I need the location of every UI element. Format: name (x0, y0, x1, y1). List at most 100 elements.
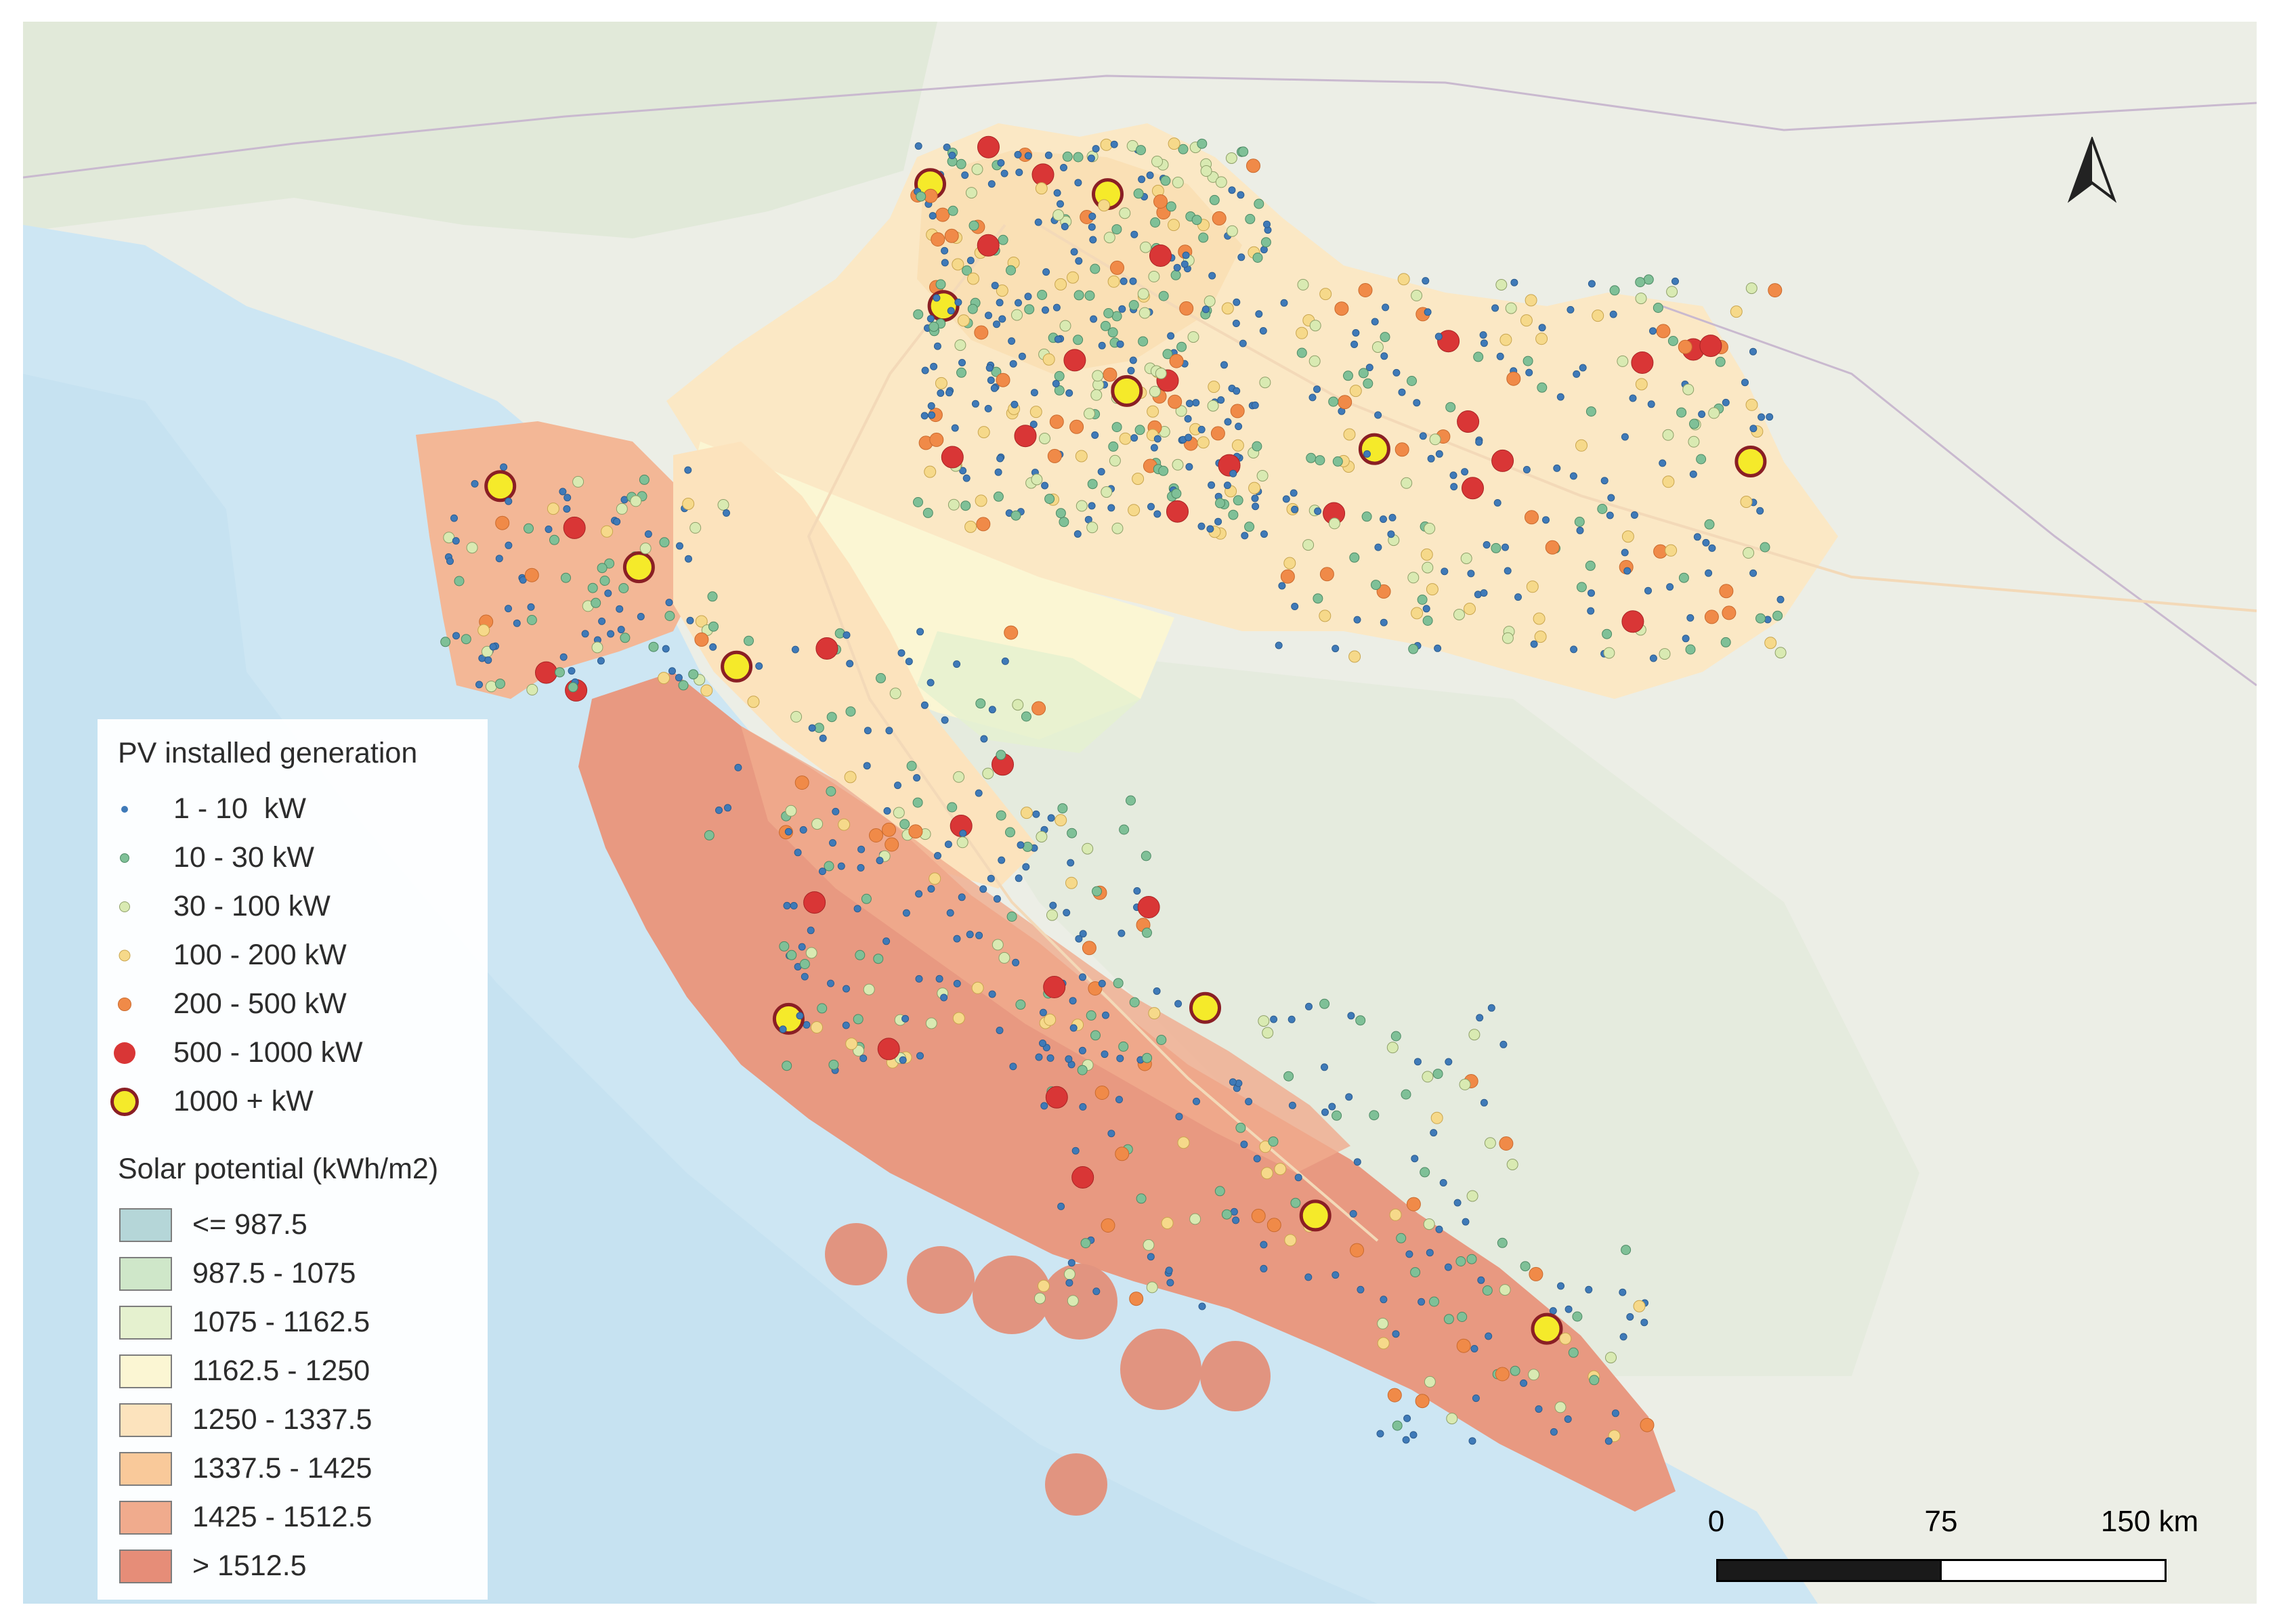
pv-point (1069, 1024, 1078, 1032)
pv-point (996, 299, 1004, 307)
pv-point (1702, 538, 1710, 547)
pv-point (1036, 831, 1048, 842)
pv-point (1042, 306, 1049, 314)
pv-point (1259, 377, 1271, 389)
pv-point (1444, 1263, 1452, 1271)
pv-point (1012, 699, 1024, 711)
pv-point (882, 937, 891, 945)
pv-point (992, 939, 1004, 951)
pv-point (993, 491, 1004, 502)
pv-point (1332, 1271, 1340, 1279)
pv-point (1054, 335, 1062, 343)
pv-point (1168, 219, 1180, 232)
pv-point (1008, 337, 1016, 345)
pv-point (721, 650, 753, 683)
pv-point (990, 384, 998, 392)
pv-point (477, 624, 490, 637)
pv-point (937, 389, 945, 397)
pv-point (801, 973, 809, 981)
pv-point (905, 658, 913, 666)
pv-point (1073, 335, 1084, 345)
pv-point (1603, 647, 1615, 659)
solar-legend-item: 1425 - 1512.5 (118, 1494, 484, 1541)
pv-point (1128, 300, 1139, 310)
solar-legend-item: 1337.5 - 1425 (118, 1445, 484, 1493)
pv-point (1631, 351, 1654, 374)
pv-point (747, 696, 760, 708)
pv-point (958, 359, 966, 366)
pv-point (1308, 355, 1321, 367)
pv-point (1522, 466, 1531, 473)
pv-point (790, 710, 803, 723)
pv-point (1380, 515, 1387, 523)
pv-point (1231, 439, 1244, 452)
pv-point (1643, 274, 1654, 285)
pv-point (1146, 171, 1154, 179)
pv-point (1602, 628, 1613, 639)
pv-point (1197, 138, 1208, 149)
pv-point (591, 641, 603, 654)
pv-point (1411, 607, 1424, 620)
pv-point (1313, 593, 1323, 604)
pv-point (1426, 1249, 1434, 1257)
pv-point (1197, 436, 1210, 449)
pv-point (1394, 442, 1409, 457)
pv-point (924, 465, 937, 478)
pv-point (1153, 435, 1162, 443)
pv-point (946, 909, 954, 917)
border-line (23, 74, 2257, 179)
solar-swatch (119, 1208, 172, 1242)
pv-point (885, 837, 899, 852)
pv-point (977, 135, 1000, 158)
pv-point (1424, 1375, 1436, 1388)
pv-point (950, 815, 973, 837)
island-buffer (973, 1256, 1051, 1334)
pv-point (1332, 1110, 1342, 1121)
pv-point (598, 617, 606, 625)
pv-point (1764, 637, 1777, 649)
pv-point (1621, 530, 1634, 543)
pv-point (1380, 332, 1390, 343)
pv-point (1098, 341, 1106, 349)
pv-point (1197, 425, 1206, 433)
pv-point (1666, 583, 1674, 591)
scale-bar-light (1940, 1559, 2167, 1582)
pv-point (1142, 1052, 1153, 1063)
pv-point (1606, 511, 1614, 519)
pv-point (1482, 1285, 1493, 1296)
road-line (1038, 223, 2257, 612)
pv-point (1484, 1137, 1496, 1149)
pv-point (1116, 340, 1124, 348)
map-frame[interactable]: PV installed generation 1 - 10 kW 10 - 30… (23, 22, 2257, 1604)
pv-point (945, 389, 953, 397)
pv-point (982, 767, 994, 779)
pv-point (1609, 310, 1617, 318)
pv-point (715, 806, 723, 814)
pv-point (979, 885, 987, 893)
pv-point (785, 805, 797, 817)
pv-point (1499, 333, 1512, 346)
pv-point (1127, 366, 1135, 375)
pv-point (980, 735, 988, 743)
pv-point (1550, 1428, 1558, 1436)
pv-point (1464, 603, 1476, 615)
pv-point (859, 1054, 868, 1063)
pv-point (1148, 1007, 1161, 1020)
pv-point (845, 1038, 858, 1050)
pv-legend-item: 1 - 10 kW (118, 786, 484, 833)
pv-point (495, 679, 505, 689)
pv-point (1156, 1035, 1167, 1045)
pv-point (686, 616, 694, 624)
pv-point (1241, 532, 1249, 540)
pv-point (568, 667, 576, 675)
pv-point (664, 611, 675, 621)
pv-symbol-icon (118, 998, 131, 1011)
pv-point (1588, 280, 1596, 288)
pv-point (1129, 356, 1137, 364)
pv-point (1607, 494, 1615, 502)
pv-point (964, 520, 977, 533)
pv-point (1363, 450, 1371, 458)
pv-point (1352, 329, 1360, 337)
pv-point (1126, 140, 1138, 152)
pv-point (948, 152, 956, 159)
